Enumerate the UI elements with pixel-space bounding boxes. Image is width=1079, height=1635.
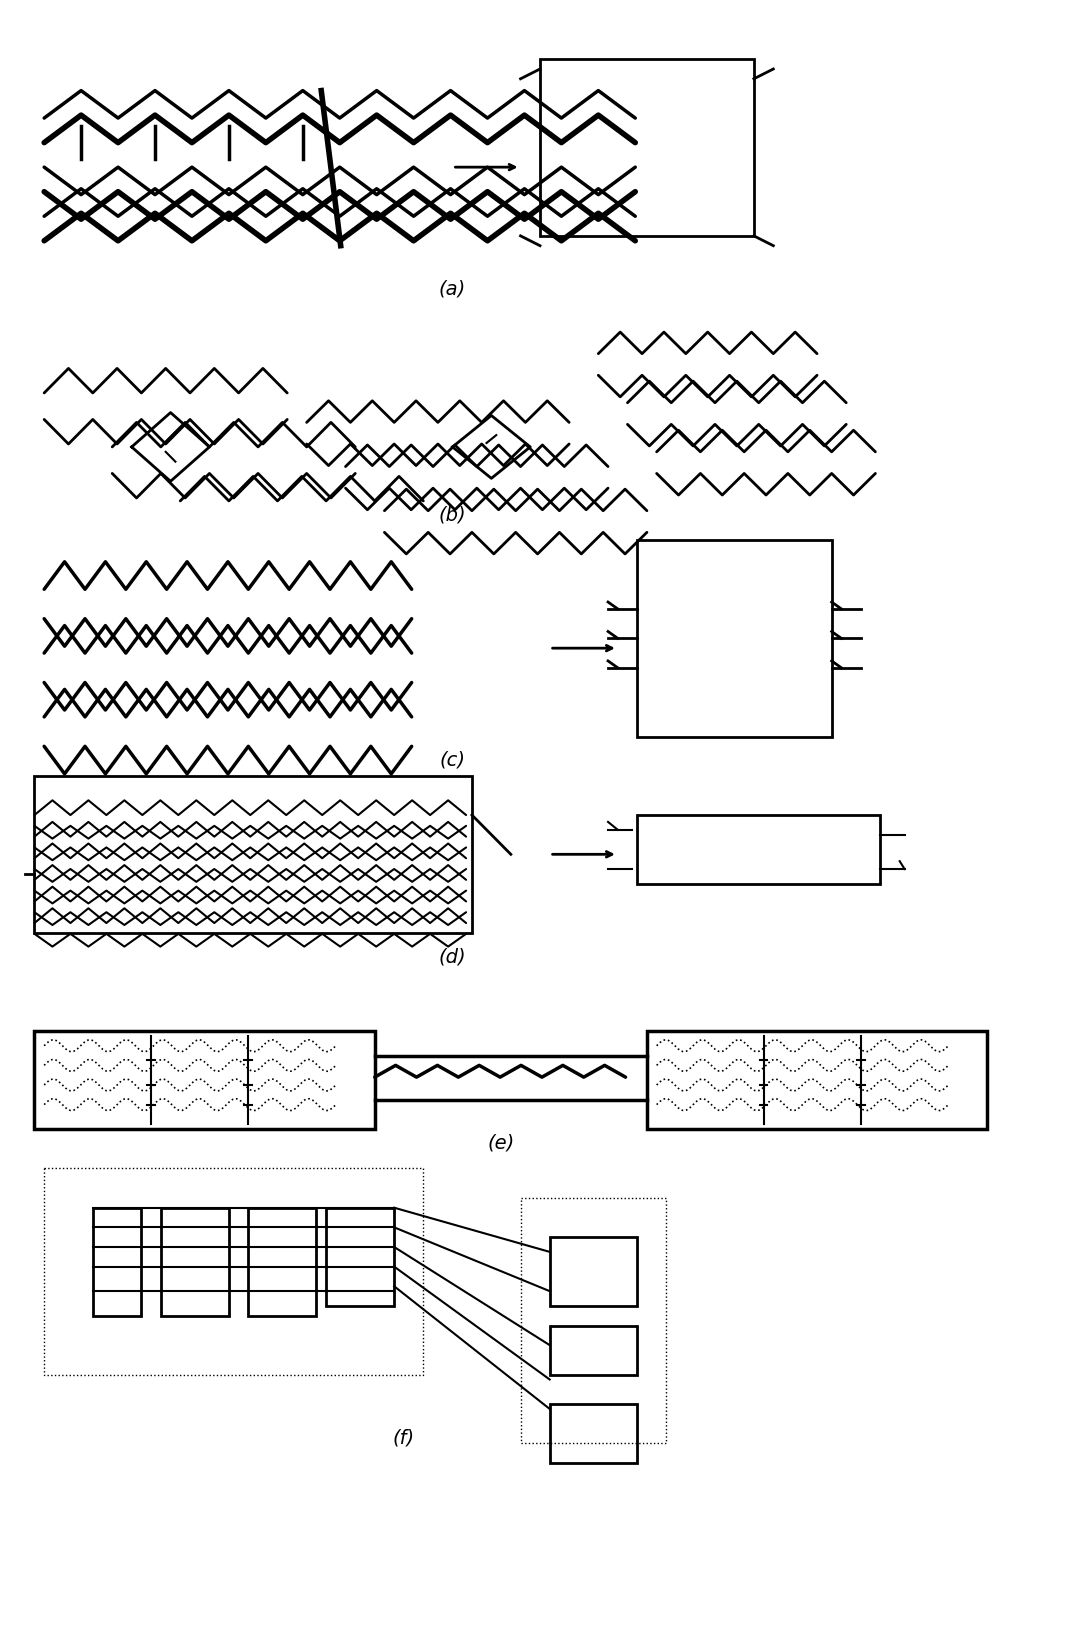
- Bar: [549, 1326, 638, 1375]
- Bar: [248, 1208, 316, 1316]
- Bar: [326, 1208, 394, 1306]
- Bar: [549, 1404, 638, 1463]
- Bar: [93, 1208, 141, 1316]
- Bar: [638, 814, 880, 885]
- Bar: [540, 59, 754, 235]
- Text: (a): (a): [439, 280, 466, 299]
- Text: (d): (d): [439, 947, 466, 966]
- Bar: [35, 775, 472, 934]
- Bar: [35, 1032, 374, 1130]
- Text: (e): (e): [488, 1133, 515, 1153]
- Text: (b): (b): [439, 505, 466, 525]
- Bar: [638, 540, 832, 736]
- Text: (c): (c): [439, 750, 465, 770]
- Bar: [161, 1208, 229, 1316]
- Bar: [549, 1238, 638, 1306]
- Text: (f): (f): [393, 1429, 415, 1447]
- Bar: [647, 1032, 987, 1130]
